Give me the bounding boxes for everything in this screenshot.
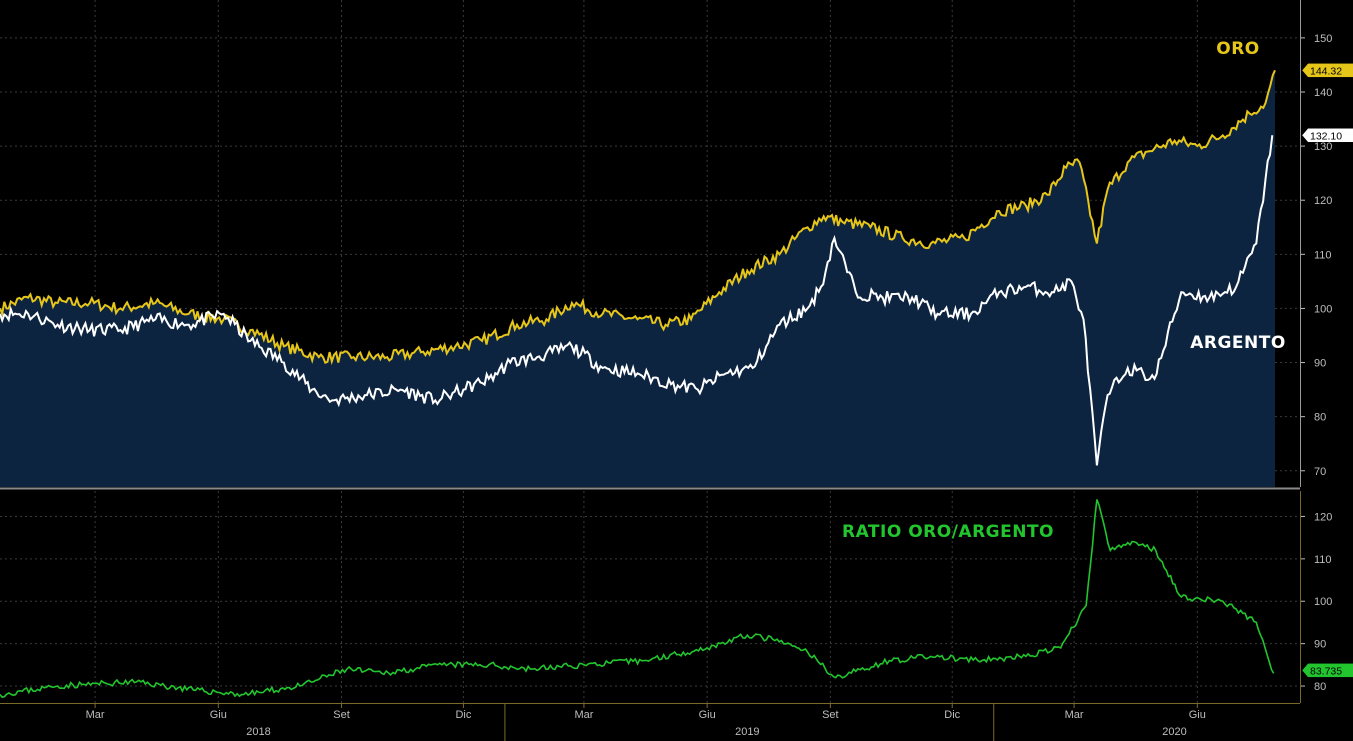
ytick-label-top-1: 80 [1314,412,1326,424]
month-label-3: Dic [455,709,471,721]
ytick-label-top-7: 140 [1314,87,1332,99]
ytick-label-top-8: 150 [1314,33,1332,45]
ytick-label-top-6: 130 [1314,141,1332,153]
month-label-4: Mar [574,709,593,721]
year-label-2: 2020 [1162,726,1186,738]
series-label-oro: ORO [1216,39,1260,59]
month-label-7: Dic [944,709,960,721]
ratio-last-value-tag-box [1301,663,1353,678]
month-label-1: Giu [210,709,227,721]
month-label-5: Giu [699,709,716,721]
ytick-label-bottom-4: 120 [1314,511,1332,523]
series-label-argento: ARGENTO [1190,333,1286,353]
month-label-9: Giu [1189,709,1206,721]
month-label-6: Set [822,709,839,721]
ytick-label-top-2: 90 [1314,358,1326,370]
ytick-label-top-3: 100 [1314,303,1332,315]
ytick-label-bottom-2: 100 [1314,596,1332,608]
series-layer [0,69,1276,699]
oro-area-fill [0,70,1275,488]
ytick-label-top-5: 120 [1314,195,1332,207]
month-label-8: Mar [1065,709,1084,721]
year-label-0: 2018 [246,726,270,738]
argento-last-value-tag-text: 132.10 [1310,130,1342,142]
year-label-1: 2019 [735,726,759,738]
oro-last-value-tag-text: 144.32 [1310,65,1342,77]
series-line-ratio [0,499,1275,699]
ytick-label-bottom-1: 90 [1314,639,1326,651]
ytick-label-bottom-3: 110 [1314,554,1332,566]
area-layer [0,70,1275,488]
ytick-label-bottom-0: 80 [1314,681,1326,693]
ytick-label-top-4: 110 [1314,249,1332,261]
label-layer: ORO ARGENTO RATIO ORO/ARGENTO 144.32 132.10 8… [842,39,1353,678]
ytick-label-top-0: 70 [1314,466,1326,478]
month-label-2: Set [333,709,350,721]
argento-last-value-tag-box [1301,128,1353,143]
oro-last-value-tag-box [1301,63,1353,78]
month-label-0: Mar [86,709,105,721]
series-line-argento [0,135,1274,466]
ratio-last-value-tag-text: 83.735 [1310,665,1342,677]
series-label-ratio: RATIO ORO/ARGENTO [842,522,1054,542]
